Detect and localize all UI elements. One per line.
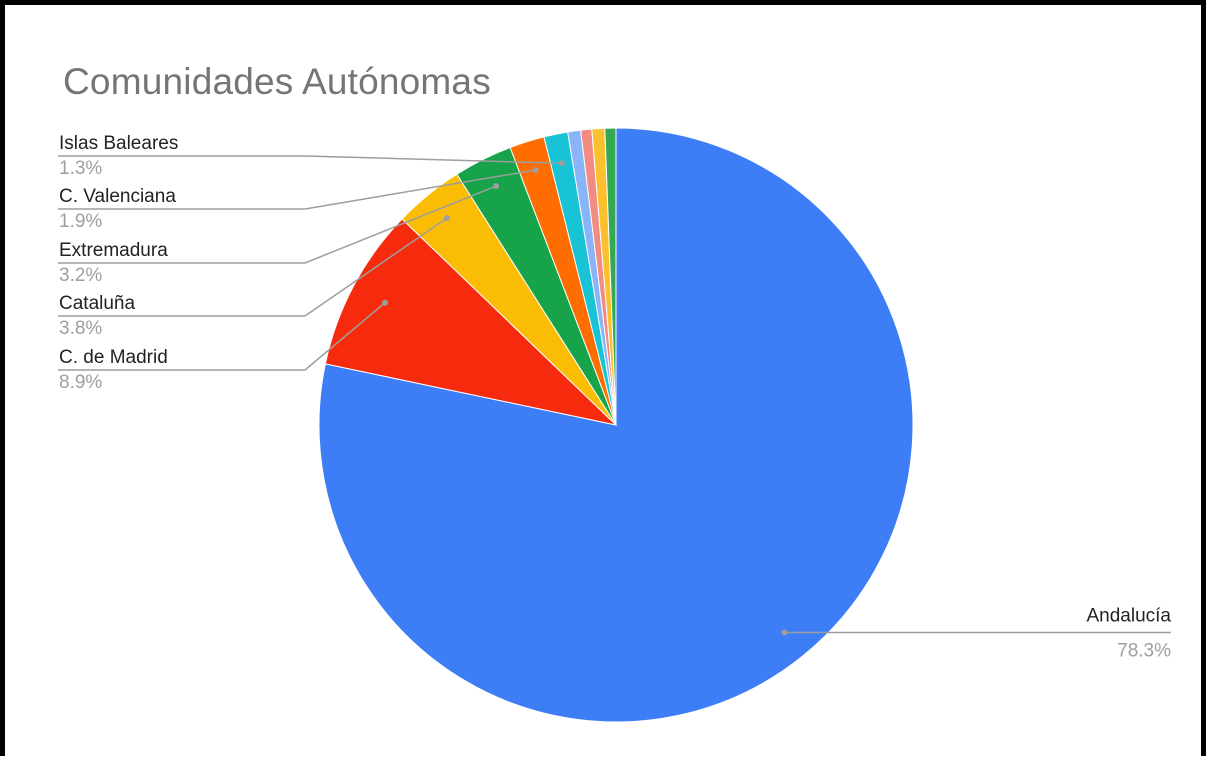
- slice-label-name: Cataluña: [59, 293, 135, 314]
- pie-chart: Islas Baleares 1.3% C. Valenciana 1.9% Extre…: [58, 127, 1171, 723]
- pie-slices: [318, 127, 914, 723]
- leader-line: [304, 217, 448, 317]
- leader-dot: [781, 629, 788, 636]
- slice-label-name: C. Valenciana: [59, 186, 176, 207]
- leader-line: [304, 169, 536, 210]
- slice-label-name: Extremadura: [59, 240, 168, 261]
- leader-line: [304, 302, 386, 371]
- leader-dot: [382, 299, 389, 306]
- slice-label-name: Andalucía: [1086, 606, 1171, 627]
- slice-label-percent: 8.9%: [59, 372, 102, 393]
- slice-label-percent: 1.9%: [59, 211, 102, 232]
- leader-lines: [58, 155, 1171, 636]
- leader-dot: [532, 167, 539, 174]
- slice-labels: Islas Baleares 1.3% C. Valenciana 1.9% Extre…: [59, 133, 1171, 662]
- leader-dot: [558, 160, 565, 167]
- slice-label-percent: 3.8%: [59, 318, 102, 339]
- slice-label-percent: 3.2%: [59, 265, 102, 286]
- slice-label-name: C. de Madrid: [59, 347, 168, 368]
- slice-label-name: Islas Baleares: [59, 133, 178, 154]
- chart-title: Comunidades Autónomas: [63, 61, 491, 102]
- leader-line: [304, 155, 562, 165]
- leader-dot: [443, 214, 450, 221]
- slice-label-percent: 1.3%: [59, 158, 102, 179]
- leader-dot: [493, 183, 500, 190]
- slice-label-percent: 78.3%: [1117, 641, 1171, 662]
- pie-slice-9: [604, 127, 617, 426]
- leader-line: [304, 185, 497, 264]
